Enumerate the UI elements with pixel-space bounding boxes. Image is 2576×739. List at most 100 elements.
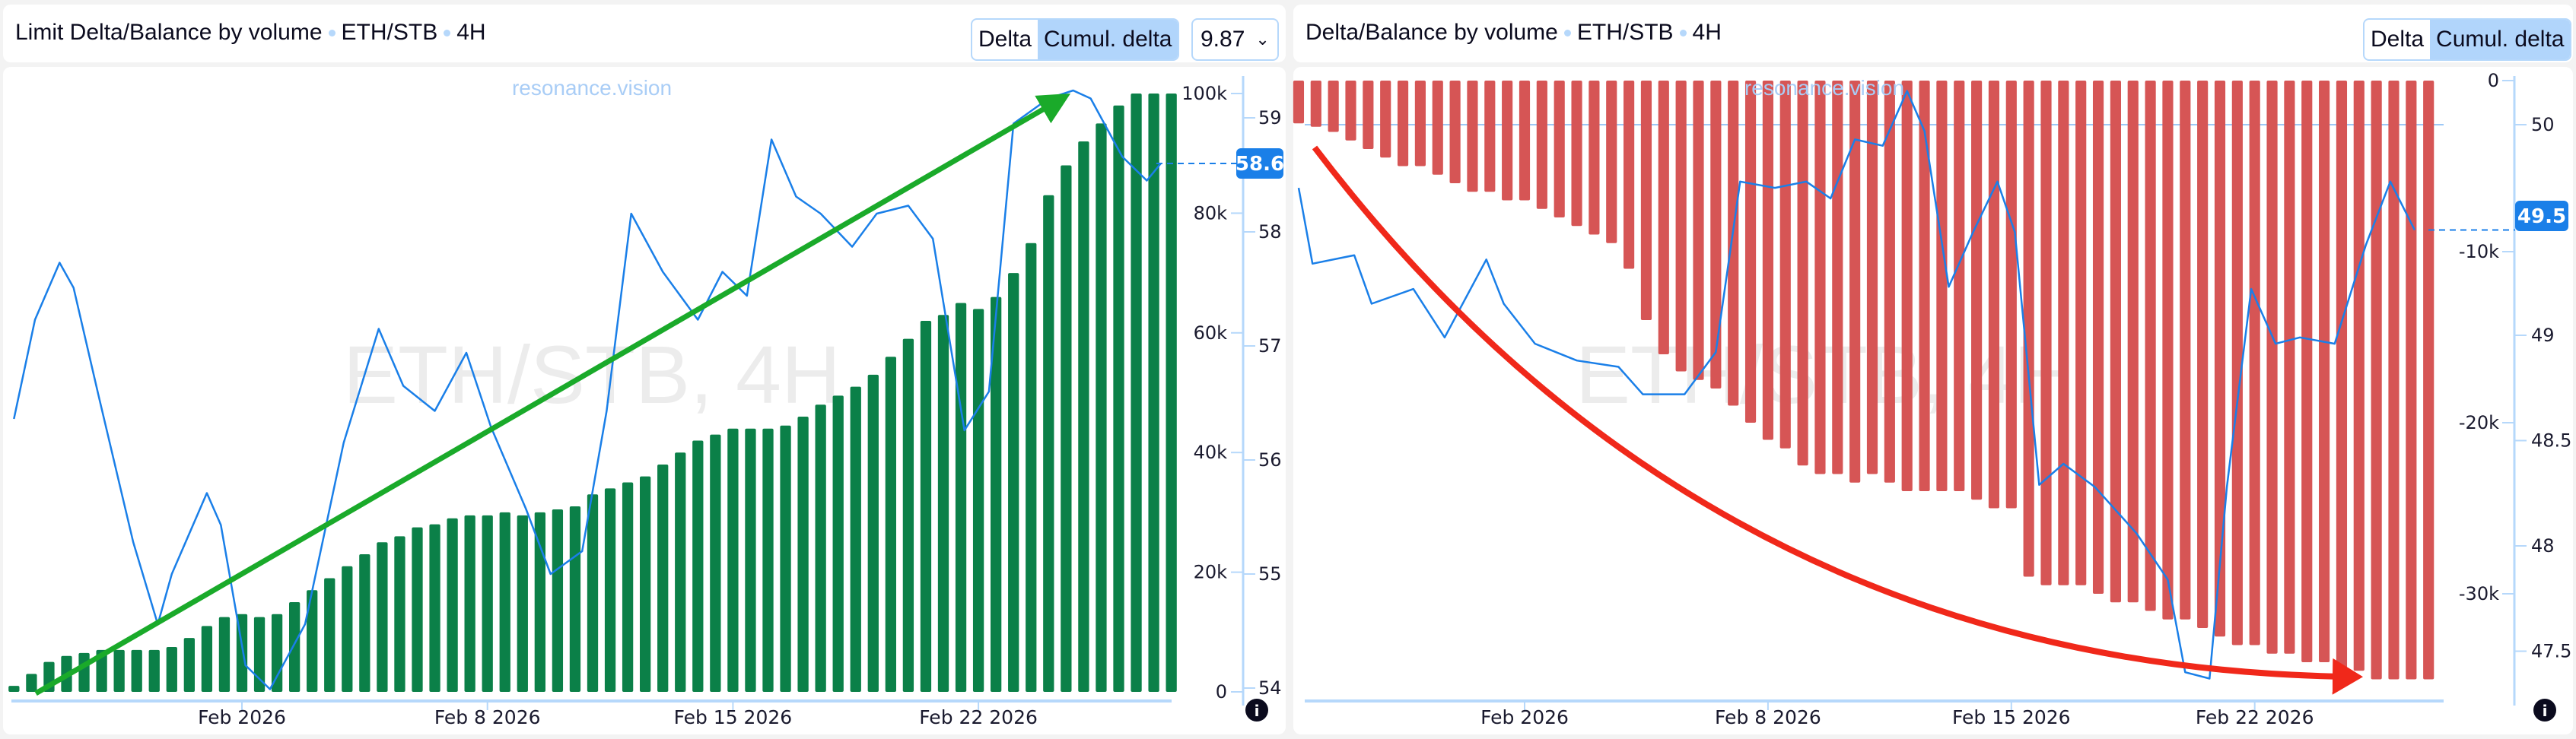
left-pair: ETH/STB	[341, 20, 438, 45]
delta-bar	[253, 617, 266, 692]
delta-bar	[131, 649, 142, 692]
x-tick-label: Feb 8 2026	[1715, 706, 1821, 728]
delta-tick-label: -30k	[2459, 583, 2499, 604]
right-cumul-delta-button[interactable]: Cumul. delta	[2430, 20, 2571, 59]
delta-bar	[1797, 81, 1808, 466]
left-mode-toggle: Delta Cumul. delta	[971, 18, 1180, 61]
right-pair: ETH/STB	[1576, 20, 1674, 45]
delta-bar	[2388, 81, 2399, 680]
delta-bar	[1061, 165, 1072, 692]
delta-bar	[1467, 81, 1478, 192]
price-line	[1297, 90, 2416, 680]
delta-bar	[797, 416, 809, 692]
delta-bar	[359, 553, 370, 692]
delta-bar	[1166, 94, 1177, 692]
price-tick-label: 54	[1258, 677, 1282, 699]
delta-bar	[1414, 81, 1426, 167]
delta-bar	[2145, 81, 2156, 611]
delta-bar	[1554, 81, 1565, 217]
price-line	[13, 89, 1162, 690]
red-trend-arrow	[1312, 145, 2363, 695]
right-price-badge: 49.5	[2515, 201, 2568, 231]
delta-bar	[867, 374, 879, 692]
delta-bar	[1832, 81, 1843, 474]
delta-bar	[552, 509, 564, 692]
left-chart: Feb 2026 Feb 8 2026 Feb 15 2026 Feb 22 2026…	[8, 76, 1282, 728]
delta-bar	[166, 646, 177, 692]
delta-bar	[482, 515, 493, 692]
delta-bar	[2197, 81, 2209, 628]
x-tick-label: Feb 15 2026	[1952, 706, 2071, 728]
delta-bar	[1131, 94, 1142, 692]
delta-bar	[1148, 94, 1159, 692]
delta-bar	[692, 440, 704, 692]
delta-bar	[2040, 81, 2052, 585]
delta-bar	[1849, 81, 1861, 483]
x-tick-label: Feb 2026	[198, 706, 286, 728]
delta-bar	[2023, 81, 2034, 577]
dropdown-value: 9.87	[1201, 27, 1245, 52]
delta-bar	[2110, 81, 2121, 603]
x-tick-label: Feb 8 2026	[434, 706, 541, 728]
right-info-icon[interactable]: i	[2533, 699, 2556, 722]
svg-text:49.5: 49.5	[2517, 205, 2566, 228]
delta-bar	[1380, 81, 1391, 158]
delta-bar	[1043, 195, 1054, 692]
delta-bar	[307, 590, 318, 692]
delta-tick-label: 60k	[1194, 322, 1228, 344]
delta-bar	[2092, 81, 2104, 594]
delta-bar	[2214, 81, 2226, 637]
left-delta-button[interactable]: Delta	[978, 27, 1032, 52]
delta-tick-label: 100k	[1181, 83, 1227, 104]
delta-bar	[937, 315, 949, 692]
delta-bar	[1432, 81, 1443, 175]
delta-bar	[1744, 81, 1757, 423]
delta-tick-label: 80k	[1194, 202, 1228, 224]
price-tick-label: 56	[1258, 449, 1282, 471]
delta-bar	[1866, 81, 1878, 474]
price-tick-label: 50	[2531, 114, 2555, 135]
left-cumul-delta-button[interactable]: Cumul. delta	[1038, 20, 1178, 59]
delta-bar	[2180, 81, 2191, 620]
delta-bar	[2058, 81, 2069, 585]
svg-text:i: i	[1255, 702, 1260, 720]
delta-bar	[412, 527, 423, 692]
left-info-icon[interactable]: i	[1245, 699, 1268, 722]
delta-bar	[1484, 81, 1496, 192]
delta-bar	[1710, 81, 1722, 389]
right-delta-button[interactable]: Delta	[2371, 27, 2425, 52]
left-chart-title: Limit Delta/Balance by volume ETH/STB 4H	[15, 20, 486, 46]
delta-bar	[1397, 81, 1409, 167]
delta-bar	[429, 524, 440, 692]
delta-bar	[1536, 81, 1547, 209]
delta-bar	[1026, 243, 1037, 692]
delta-bar	[1624, 81, 1635, 269]
separator-dot	[1563, 29, 1571, 36]
delta-bar	[1954, 81, 1965, 491]
delta-bar	[1779, 81, 1791, 449]
separator-dot	[1679, 29, 1687, 36]
price-tick-label: 47.5	[2531, 641, 2571, 662]
delta-bar	[1113, 105, 1124, 693]
delta-bar	[218, 617, 231, 692]
left-brand-watermark: resonance.vision	[512, 76, 672, 100]
delta-bar	[569, 506, 581, 692]
left-value-dropdown[interactable]: 9.87 ⌄	[1191, 18, 1279, 61]
delta-bar	[148, 649, 160, 692]
delta-bar	[955, 303, 967, 692]
delta-bar	[2075, 81, 2087, 585]
delta-bar	[1008, 273, 1019, 693]
left-header-card: Limit Delta/Balance by volume ETH/STB 4H…	[3, 5, 1286, 62]
delta-bar	[815, 404, 826, 692]
price-tick-label: 48.5	[2531, 430, 2571, 452]
delta-tick-label: 40k	[1194, 442, 1228, 463]
green-trend-arrow	[34, 93, 1071, 696]
delta-bar	[1571, 81, 1582, 227]
delta-bar	[2319, 81, 2330, 662]
price-tick-label: 57	[1258, 335, 1282, 357]
delta-bar	[517, 515, 528, 692]
delta-bar	[640, 476, 651, 692]
left-timeframe: 4H	[456, 20, 486, 45]
delta-bar	[96, 649, 107, 692]
delta-bar	[534, 512, 545, 692]
